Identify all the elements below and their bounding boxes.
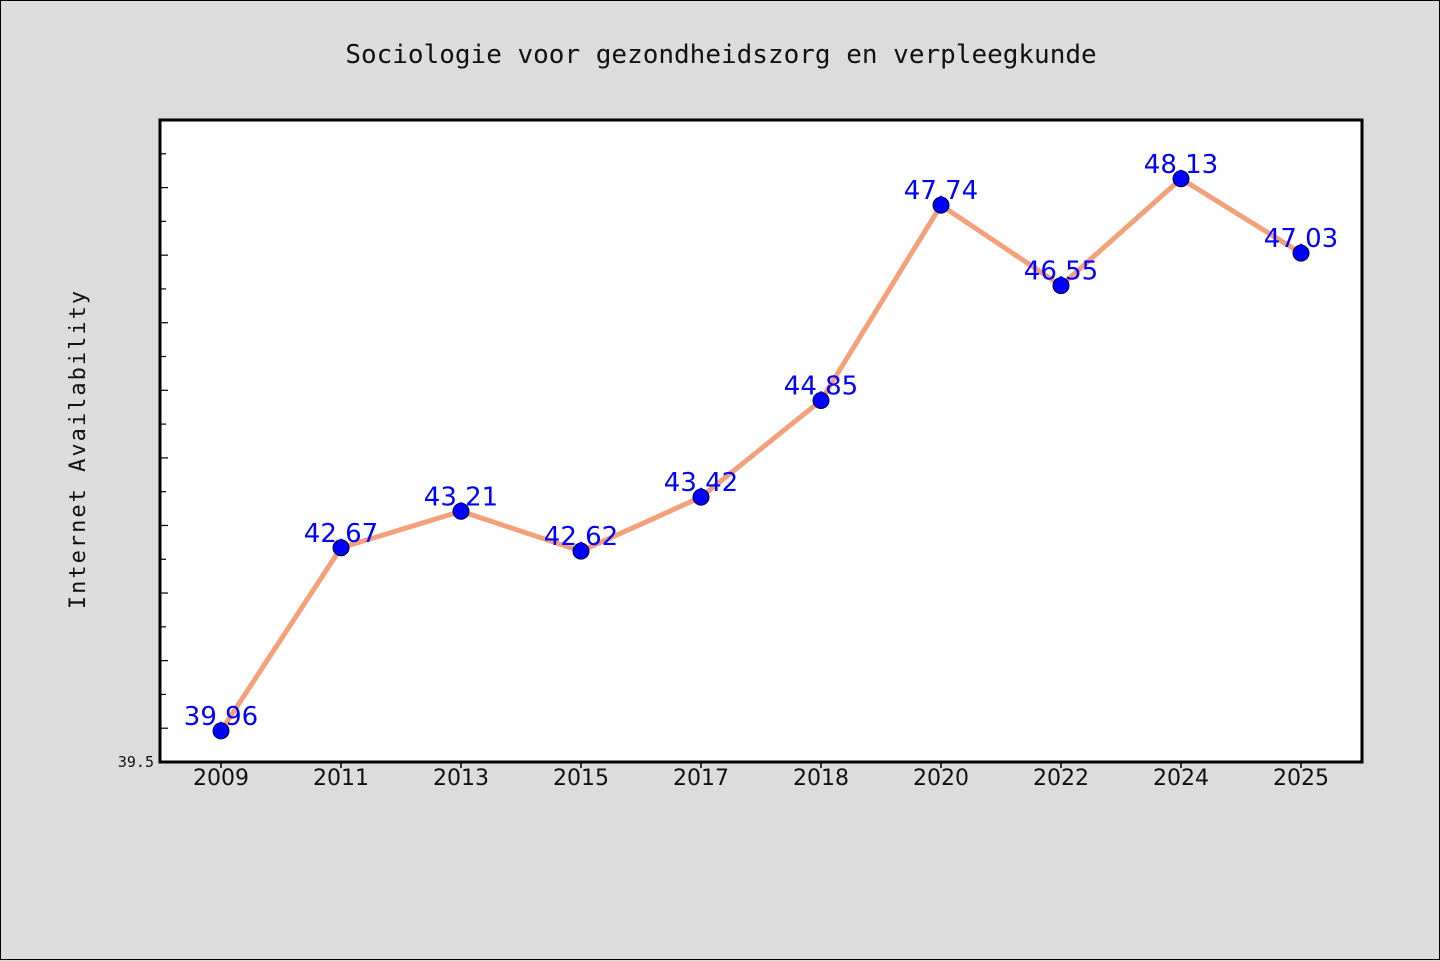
data-label: 48.13 bbox=[1144, 150, 1218, 180]
series-line-segment bbox=[1178, 176, 1304, 256]
x-tick-label: 2018 bbox=[793, 766, 849, 791]
data-label: 42.67 bbox=[304, 519, 378, 549]
x-tick-label: 2009 bbox=[193, 766, 249, 791]
data-label: 43.21 bbox=[424, 482, 498, 512]
y-axis-label: Internet Availability bbox=[66, 289, 91, 609]
series-line-segment bbox=[578, 494, 704, 554]
data-point-marker bbox=[572, 542, 590, 560]
data-point-marker bbox=[452, 502, 470, 520]
x-tick-label: 2025 bbox=[1273, 766, 1329, 791]
x-tick-labels: 2009 2011 2013 2015 2017 2018 2020 2022 2024 2025 bbox=[193, 766, 1329, 791]
series-line-segment bbox=[218, 545, 344, 734]
chart-title: Sociologie voor gezondheidszorg en verpl… bbox=[345, 40, 1096, 70]
series-line-segment bbox=[698, 397, 824, 500]
data-point-marker bbox=[212, 722, 230, 740]
data-point-marker bbox=[332, 539, 350, 557]
data-label: 47.03 bbox=[1264, 224, 1338, 254]
series-line-segment bbox=[338, 508, 464, 551]
data-point-marker bbox=[932, 196, 950, 214]
x-tick-label: 2017 bbox=[673, 766, 729, 791]
series-line-segment bbox=[938, 202, 1064, 289]
data-label: 44.85 bbox=[784, 371, 858, 401]
data-point-marker bbox=[692, 488, 710, 506]
data-label: 39.96 bbox=[184, 702, 258, 732]
data-label: 46.55 bbox=[1024, 257, 1098, 287]
axis-ticks bbox=[160, 119, 1302, 768]
x-tick-label: 2013 bbox=[433, 766, 489, 791]
data-point-marker bbox=[812, 391, 830, 409]
x-tick-label: 2020 bbox=[913, 766, 969, 791]
y-tick-labels: 39.5 bbox=[118, 753, 154, 771]
data-label: 47.74 bbox=[904, 176, 978, 206]
series-line-segment bbox=[458, 508, 584, 554]
data-label: 42.62 bbox=[544, 522, 618, 552]
data-label: 43.42 bbox=[664, 468, 738, 498]
data-point-marker bbox=[1052, 277, 1070, 295]
data-labels: 39.96 42.67 43.21 42.62 43.42 44.85 47.74 46.55… bbox=[184, 150, 1338, 732]
series-line-group bbox=[218, 176, 1304, 734]
series-line-segment bbox=[1058, 176, 1184, 289]
series-line-segment bbox=[818, 202, 944, 403]
x-tick-label: 2024 bbox=[1153, 766, 1209, 791]
x-tick-label: 2015 bbox=[553, 766, 609, 791]
data-point-marker bbox=[1172, 170, 1190, 188]
y-tick-label: 39.5 bbox=[118, 753, 154, 771]
plot-area bbox=[158, 118, 1364, 764]
x-tick-label: 2011 bbox=[313, 766, 369, 791]
x-tick-label: 2022 bbox=[1033, 766, 1089, 791]
series-markers bbox=[212, 170, 1310, 740]
data-point-marker bbox=[1292, 244, 1310, 262]
